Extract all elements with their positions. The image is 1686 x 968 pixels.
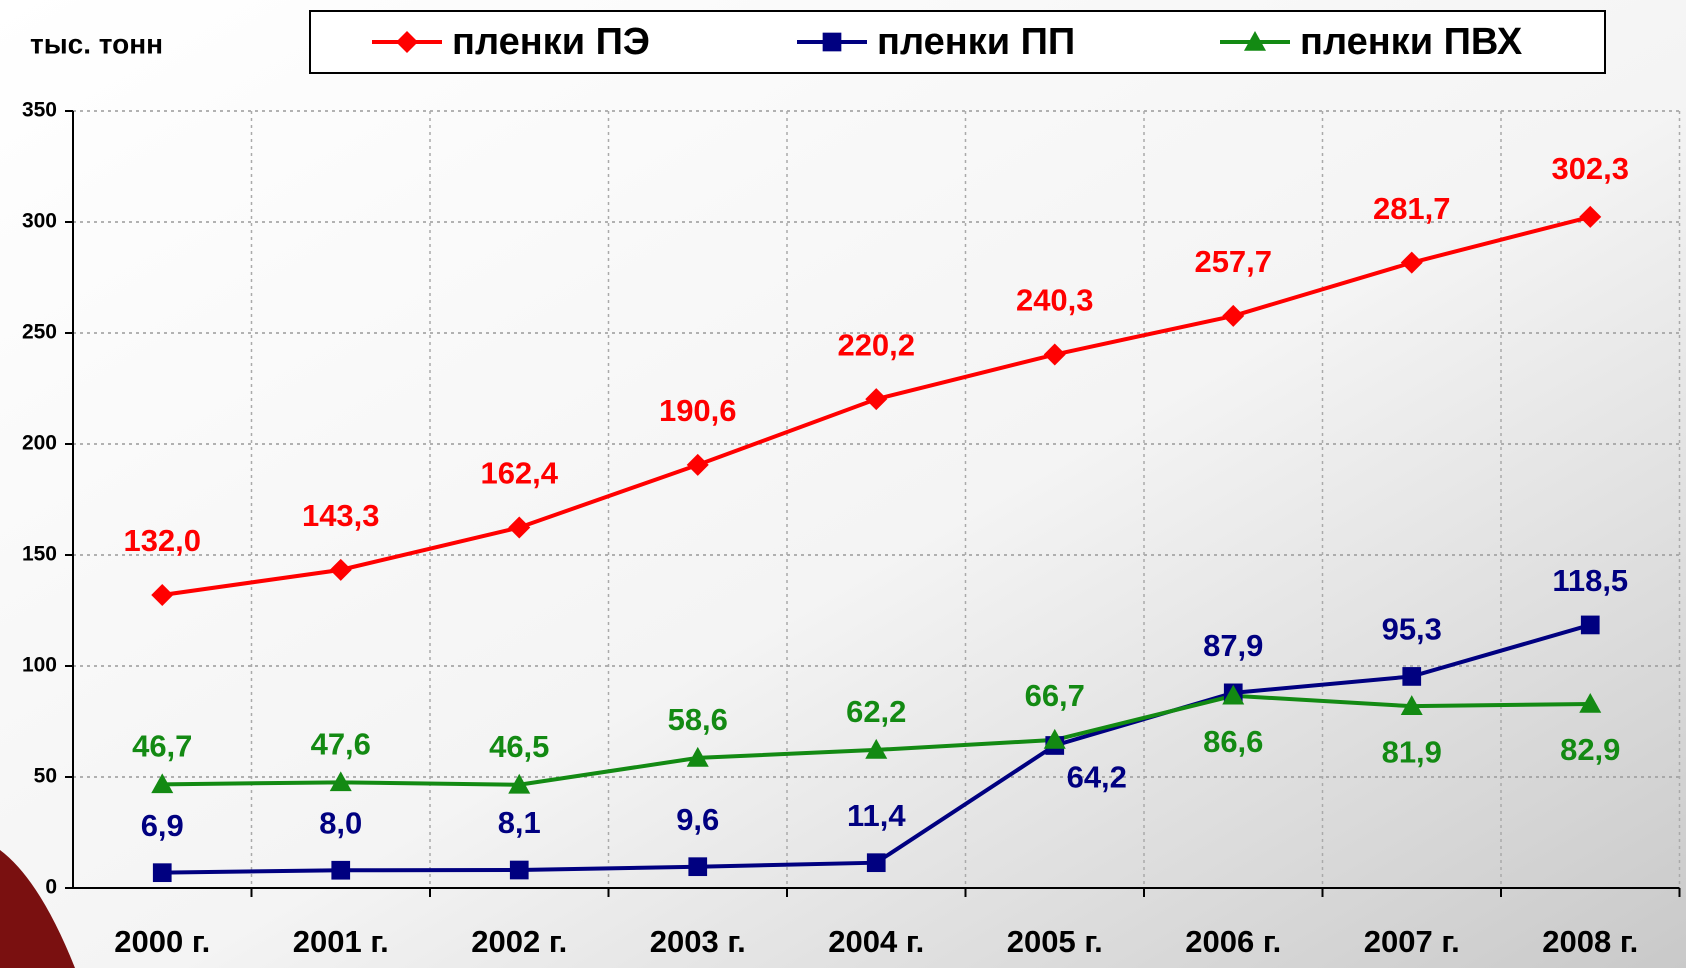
- marker: [509, 860, 529, 880]
- y-tick-label: 150: [22, 543, 57, 566]
- marker: [329, 558, 352, 581]
- marker: [151, 583, 174, 606]
- data-label: 11,4: [847, 798, 906, 833]
- marker: [329, 771, 352, 792]
- x-tick-label: 2002 г.: [471, 924, 567, 959]
- marker: [822, 32, 842, 52]
- data-label: 132,0: [123, 523, 201, 558]
- data-label: 240,3: [1016, 283, 1094, 318]
- data-label: 95,3: [1382, 612, 1442, 647]
- marker: [508, 773, 531, 794]
- data-label: 66,7: [1025, 678, 1085, 713]
- y-tick-label: 200: [22, 432, 57, 455]
- data-label: 220,2: [837, 327, 915, 362]
- data-label: 86,6: [1203, 724, 1263, 759]
- marker: [865, 388, 888, 411]
- y-tick-label: 100: [22, 654, 57, 677]
- y-tick-label: 50: [34, 765, 57, 788]
- marker: [331, 860, 351, 880]
- y-axis-label: тыс. тонн: [30, 28, 163, 59]
- x-tick-label: 2004 г.: [828, 924, 924, 959]
- marker: [152, 863, 172, 883]
- marker: [1222, 684, 1245, 705]
- data-label: 87,9: [1203, 628, 1263, 663]
- y-tick-label: 350: [22, 99, 57, 122]
- x-tick-label: 2006 г.: [1185, 924, 1281, 959]
- marker: [686, 453, 709, 476]
- marker: [688, 857, 708, 877]
- marker: [1043, 343, 1066, 366]
- x-tick-label: 2001 г.: [293, 924, 389, 959]
- marker: [1579, 205, 1602, 228]
- marker: [151, 773, 174, 794]
- data-label: 162,4: [480, 456, 558, 491]
- marker: [1244, 31, 1266, 51]
- data-label: 46,5: [489, 729, 549, 764]
- marker: [686, 746, 709, 767]
- x-tick-label: 2007 г.: [1364, 924, 1460, 959]
- data-label: 81,9: [1382, 734, 1442, 769]
- marker: [396, 31, 418, 53]
- marker: [865, 738, 888, 759]
- data-label: 118,5: [1552, 563, 1628, 598]
- y-tick-label: 300: [22, 210, 57, 233]
- data-label: 281,7: [1373, 191, 1451, 226]
- x-tick-label: 2000 г.: [114, 924, 210, 959]
- marker: [1579, 692, 1602, 713]
- data-label: 46,7: [132, 729, 192, 764]
- legend-label: пленки ПВХ: [1300, 21, 1523, 63]
- legend-label: пленки ПЭ: [452, 21, 650, 63]
- y-tick-label: 250: [22, 321, 57, 344]
- data-label: 9,6: [676, 802, 719, 837]
- marker: [1043, 728, 1066, 749]
- marker: [866, 853, 886, 873]
- corner-decoration: [0, 850, 75, 968]
- data-label: 8,0: [319, 805, 362, 840]
- data-label: 190,6: [659, 393, 737, 428]
- marker: [1400, 251, 1423, 274]
- data-label: 82,9: [1560, 732, 1620, 767]
- x-tick-label: 2005 г.: [1007, 924, 1103, 959]
- marker: [1222, 304, 1245, 327]
- data-label: 58,6: [668, 702, 728, 737]
- marker: [508, 516, 531, 539]
- data-label: 64,2: [1067, 760, 1127, 795]
- data-label: 47,6: [311, 727, 371, 762]
- marker: [1400, 695, 1423, 715]
- data-label: 8,1: [498, 805, 541, 840]
- marker: [1580, 615, 1600, 635]
- legend-label: пленки ПП: [877, 21, 1075, 63]
- x-tick-label: 2008 г.: [1542, 924, 1638, 959]
- data-label: 302,3: [1551, 151, 1629, 186]
- data-label: 143,3: [302, 498, 380, 533]
- legend-box: [309, 10, 1606, 74]
- x-tick-label: 2003 г.: [650, 924, 746, 959]
- data-label: 6,9: [141, 808, 184, 843]
- data-label: 257,7: [1194, 244, 1272, 279]
- y-tick-label: 0: [45, 876, 57, 899]
- data-label: 62,2: [846, 694, 906, 729]
- marker: [1402, 667, 1422, 686]
